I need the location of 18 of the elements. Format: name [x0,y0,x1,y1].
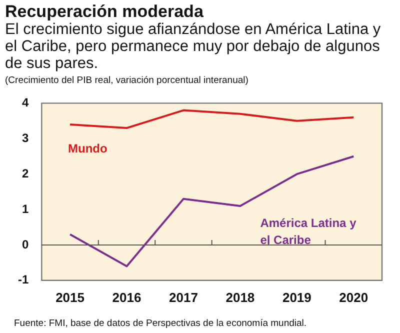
series-label: Mundo [68,141,108,156]
y-tick-label: 1 [22,202,29,216]
x-tick-label: 2017 [169,290,198,305]
y-tick-label: 4 [22,96,29,110]
y-axis-title: (Crecimiento del PIB real, variación porcentual interanual) [5,75,248,86]
y-tick-label: 3 [22,130,29,145]
x-tick-label: 2018 [226,290,255,305]
chart-title: Recuperación moderada [5,2,204,22]
y-tick-label: 0 [22,237,29,252]
y-tick-label: -1 [18,272,29,287]
series-label: América Latina y el Caribe [260,216,357,248]
source-note: Fuente: FMI, base de datos de Perspectivas de la economía mundial. [14,318,307,329]
chart-subtitle: El crecimiento sigue afianzándose en América Latina y el Caribe, pero permanece muy por debajo de algunos de sus pares. [5,21,382,72]
x-tick-label: 2020 [339,290,368,305]
x-tick-label: 2019 [282,290,312,305]
x-tick-label: 2015 [56,290,84,305]
y-tick-label: 2 [22,166,29,180]
x-tick-label: 2016 [112,290,142,305]
